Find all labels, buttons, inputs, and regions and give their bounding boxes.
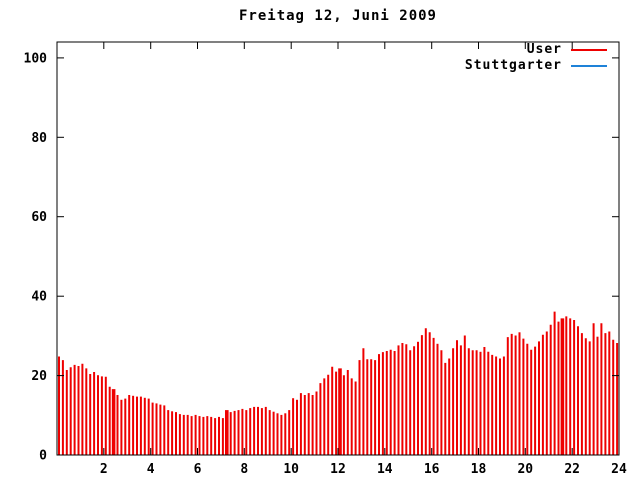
x-tick-label: 8 <box>240 462 248 477</box>
legend: User Stuttgarter <box>465 43 607 72</box>
legend-label-stuttgarter: Stuttgarter <box>464 58 562 73</box>
y-tick-label: 80 <box>31 131 47 146</box>
x-tick-label: 22 <box>564 462 580 477</box>
y-tick-label: 100 <box>24 51 48 66</box>
chart-title: Freitag 12, Juni 2009 <box>238 8 437 24</box>
x-tick-label: 2 <box>100 462 108 477</box>
axis-ticks <box>57 42 620 456</box>
y-tick-label: 60 <box>31 210 47 225</box>
bars-user <box>58 311 619 455</box>
x-tick-label: 16 <box>424 462 440 477</box>
legend-line-sample-stuttgarter <box>571 64 607 67</box>
y-tick-label: 0 <box>39 449 47 464</box>
x-tick-label: 6 <box>194 462 202 477</box>
x-tick-label: 18 <box>471 462 487 477</box>
x-tick-label: 24 <box>611 462 627 477</box>
x-tick-label: 14 <box>377 462 393 477</box>
legend-item-user: User <box>527 43 607 56</box>
legend-item-stuttgarter: Stuttgarter <box>465 59 607 72</box>
x-tick-label: 20 <box>517 462 533 477</box>
y-tick-labels: 0 20 40 60 80 100 <box>24 51 48 463</box>
y-tick-label: 20 <box>31 369 47 384</box>
legend-line-sample-user <box>571 48 607 51</box>
x-tick-labels: 2 4 6 8 10 12 14 16 18 20 22 24 <box>100 462 627 477</box>
y-tick-label: 40 <box>31 290 47 305</box>
x-tick-label: 12 <box>330 462 346 477</box>
x-tick-label: 4 <box>147 462 155 477</box>
x-tick-label: 10 <box>283 462 299 477</box>
legend-label-user: User <box>526 42 562 57</box>
